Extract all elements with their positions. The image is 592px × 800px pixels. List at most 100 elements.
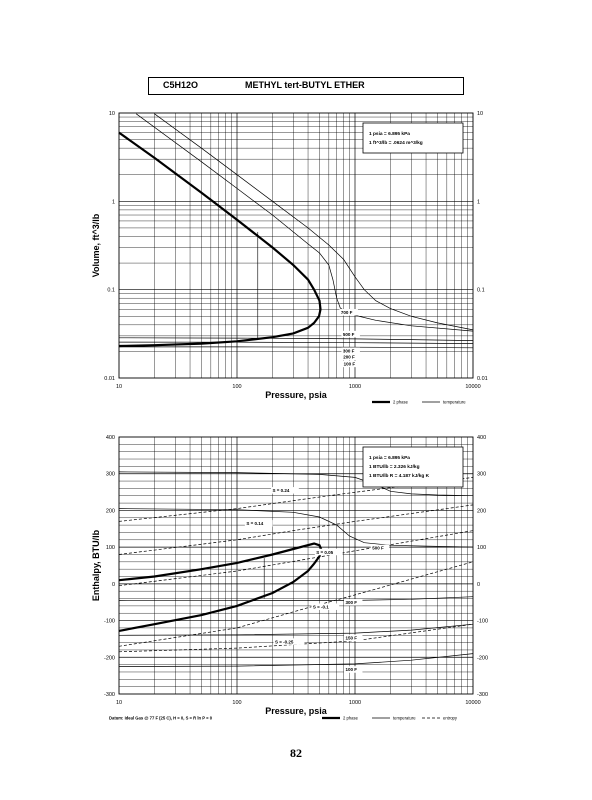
series-200-f xyxy=(118,341,474,344)
x-tick-label: 10 xyxy=(116,384,122,390)
series-500-f xyxy=(118,508,474,548)
title-box: C5H12O METHYL tert-BUTYL ETHER xyxy=(148,77,464,95)
legend-label: temperature xyxy=(393,716,416,721)
series-annotation: S = -0.1 xyxy=(313,604,329,609)
plot-frame xyxy=(118,112,474,379)
annotation-bg xyxy=(341,353,361,361)
series-2-phase xyxy=(118,542,323,632)
series-annotation: 300 F xyxy=(343,348,355,353)
y-tick-label-right: 0.1 xyxy=(477,288,485,294)
series-s-0-05 xyxy=(118,530,474,587)
x-axis-label: Pressure, psia xyxy=(265,390,328,400)
conversion-text: 1 BTU/lb = 2.326 kJ/kg xyxy=(369,464,420,470)
y-tick-label-right: 0.01 xyxy=(477,376,488,382)
series-100-f xyxy=(119,346,474,349)
y-tick-label: 1 xyxy=(112,199,115,205)
x-tick-label: 10000 xyxy=(465,700,480,706)
series-700-f xyxy=(154,113,474,331)
series-annotation: 100 F xyxy=(344,362,356,367)
annotation-bg xyxy=(341,347,360,354)
x-tick-label: 1000 xyxy=(349,700,361,706)
conversion-text: 1 ft^3/lb = .0624 m^3/kg xyxy=(369,140,423,146)
annotation-bg xyxy=(339,309,358,316)
y-tick-label-right: 10 xyxy=(477,111,483,117)
series-s-0-1 xyxy=(118,561,474,647)
y-tick-label-right: -200 xyxy=(477,655,488,661)
series-annotation: S = -0.25 xyxy=(275,639,294,644)
y-tick-label: 0 xyxy=(112,582,115,588)
y-tick-label: -100 xyxy=(104,619,115,625)
volume-pressure-chart: 10 100 1000 10000 0.01 0.01 0.1 0.1 1 1 10 10 Pressu… xyxy=(91,111,488,405)
annotation-bg xyxy=(343,634,363,642)
series-s-0-25 xyxy=(118,623,474,653)
annotation-bg xyxy=(271,487,299,494)
series-annotation: S = 0.14 xyxy=(246,521,263,526)
y-tick-label: -300 xyxy=(104,692,115,698)
conversion-text: 1 psia = 6.895 kPa xyxy=(369,131,410,137)
series-annotation: 100 F xyxy=(345,667,357,672)
x-tick-label: 100 xyxy=(232,700,241,706)
conversion-box xyxy=(362,122,464,154)
annotation-bg xyxy=(370,544,390,552)
legend-label: entropy xyxy=(443,716,458,721)
x-tick-label: 10 xyxy=(116,700,122,706)
y-tick-label-right: -100 xyxy=(477,619,488,625)
series-150-f xyxy=(118,623,474,636)
series-s-0-14 xyxy=(118,504,474,555)
y-tick-label: 400 xyxy=(106,435,115,441)
y-tick-label-right: 1 xyxy=(477,199,480,205)
y-tick-label: 0.1 xyxy=(107,288,115,294)
series-annotation: 700 F xyxy=(341,310,353,315)
y-axis-label: Enthalpy, BTU/lb xyxy=(91,529,101,601)
legend-label: 2 phase xyxy=(393,400,409,405)
datum-footnote: Datum: Ideal Gas @ 77 F (25 C), H = 0, S… xyxy=(109,716,213,721)
annotation-bg xyxy=(314,548,343,556)
conversion-text: 1 BTU/lb R = 4.187 kJ/kg K xyxy=(369,473,430,479)
plot-frame xyxy=(118,436,474,695)
legend-label: temperature xyxy=(443,400,466,405)
annotation-bg xyxy=(342,360,361,368)
y-tick-label-right: 400 xyxy=(477,435,486,441)
x-tick-label: 1000 xyxy=(349,384,361,390)
y-axis-label: Volume, ft^3/lb xyxy=(91,213,101,277)
series-300-f xyxy=(118,337,474,341)
y-tick-label: 300 xyxy=(106,472,115,478)
annotation-bg xyxy=(343,666,363,673)
series-annotation: 150 F xyxy=(345,636,357,641)
series-annotation: 500 F xyxy=(343,332,355,337)
annotation-bg xyxy=(341,330,360,338)
chemical-name: METHYL tert-BUTYL ETHER xyxy=(245,80,365,90)
y-tick-label-right: 100 xyxy=(477,545,486,551)
y-tick-label: 100 xyxy=(106,545,115,551)
y-tick-label: -200 xyxy=(104,655,115,661)
series-2-phase xyxy=(118,131,322,348)
y-tick-label: 10 xyxy=(109,111,115,117)
y-tick-label-right: -300 xyxy=(477,692,488,698)
y-tick-label: 0.01 xyxy=(104,376,115,382)
conversion-box xyxy=(362,446,464,488)
page-number: 82 xyxy=(290,746,302,760)
series-annotation: 200 F xyxy=(343,355,355,360)
legend-label: 2 phase xyxy=(343,716,359,721)
chemical-formula: C5H12O xyxy=(163,80,199,90)
annotation-bg xyxy=(273,638,305,645)
y-tick-label-right: 0 xyxy=(477,582,480,588)
series-annotation: S = 0.24 xyxy=(273,488,290,493)
x-tick-label: 10000 xyxy=(465,384,480,390)
annotation-bg xyxy=(244,520,273,527)
series-annotation: 300 F xyxy=(345,600,357,605)
annotation-bg xyxy=(311,603,340,610)
series-annotation: 500 F xyxy=(372,546,384,551)
annotation-bg xyxy=(343,599,363,606)
x-tick-label: 100 xyxy=(232,384,241,390)
series-500-f xyxy=(135,113,474,332)
y-tick-label-right: 300 xyxy=(477,472,486,478)
conversion-text: 1 psia = 6.895 kPa xyxy=(369,455,410,461)
y-tick-label: 200 xyxy=(106,508,115,514)
y-tick-label-right: 200 xyxy=(477,508,486,514)
x-axis-label: Pressure, psia xyxy=(265,706,328,716)
series-100-f xyxy=(118,653,474,667)
series-annotation: S = 0.05 xyxy=(316,550,333,555)
